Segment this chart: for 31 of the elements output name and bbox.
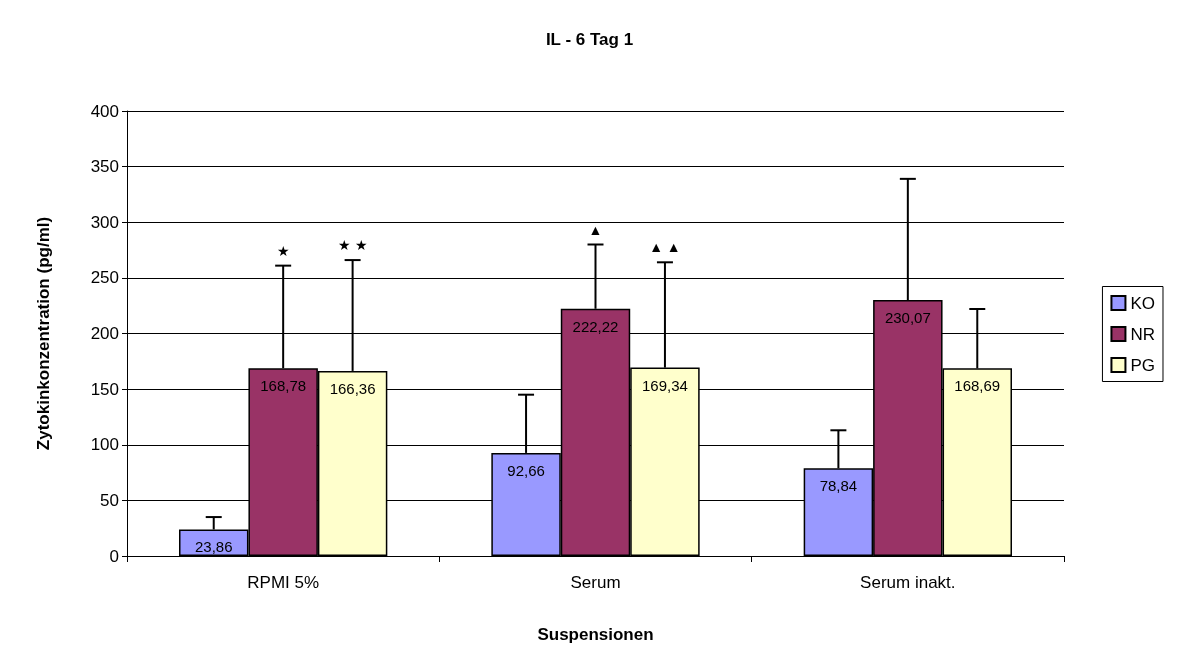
data-label: 166,36 [329, 379, 376, 397]
legend-label: KO [1130, 293, 1155, 313]
y-tick-label: 350 [90, 157, 119, 177]
y-tick-label: 250 [90, 268, 119, 288]
y-axis-title: Zytokinkonzentration (pg/ml) [34, 216, 53, 451]
data-label: 78,84 [819, 477, 858, 495]
data-label: 92,66 [507, 461, 545, 479]
x-axis-title: Suspensionen [537, 625, 654, 644]
y-tick-label: 150 [90, 379, 119, 399]
data-label: 169,34 [642, 376, 688, 394]
annotation: ▲ ▲ [649, 239, 681, 256]
data-label: 222,22 [572, 317, 619, 335]
data-label: 168,78 [260, 377, 307, 395]
legend-label: NR [1130, 324, 1155, 344]
legend-label: PG [1130, 355, 1155, 375]
y-tick-label: 300 [90, 212, 119, 232]
annotation: ★ ★ [337, 237, 368, 254]
x-tick-label: Serum [570, 573, 621, 592]
data-label: 230,07 [884, 309, 931, 327]
x-tick-label: Serum inakt. [860, 573, 956, 592]
annotation: ★ [276, 242, 290, 259]
chart-title: IL - 6 Tag 1 [545, 30, 634, 49]
y-tick-label: 200 [90, 324, 119, 343]
y-tick-label: 0 [109, 546, 119, 566]
y-tick-label: 100 [90, 435, 119, 455]
data-label: 23,86 [194, 538, 233, 556]
y-tick-label: 50 [100, 490, 119, 510]
data-label: 168,69 [954, 377, 1001, 395]
annotation: ▲ [588, 221, 603, 238]
x-tick-label: RPMI 5% [247, 573, 320, 592]
y-tick-label: 400 [90, 101, 119, 121]
